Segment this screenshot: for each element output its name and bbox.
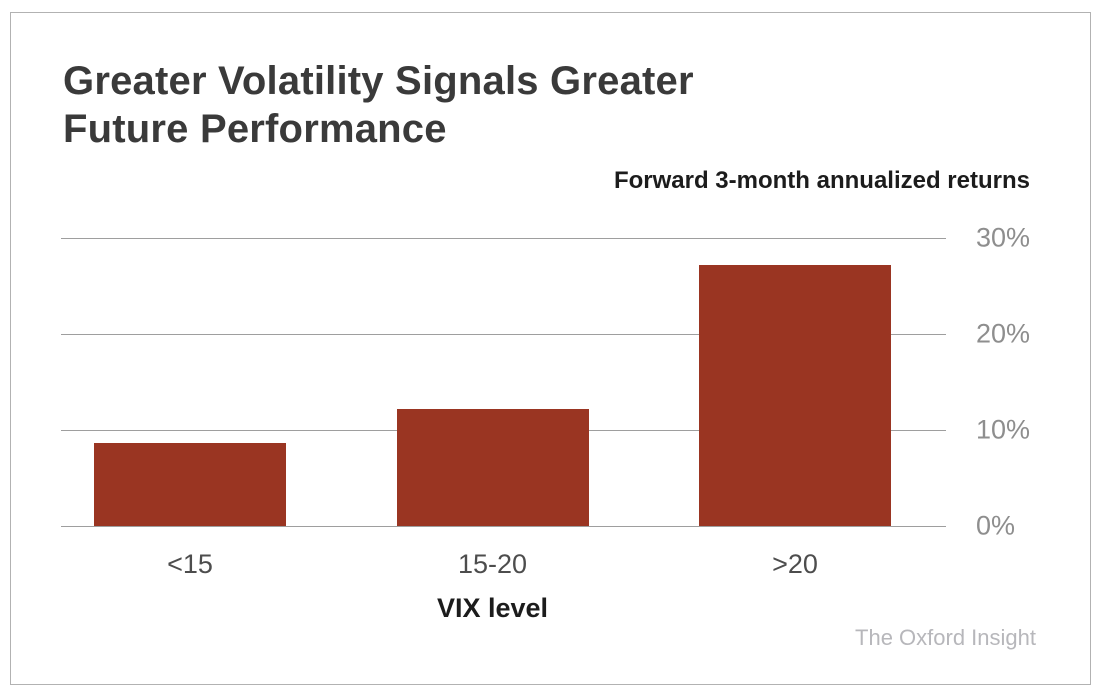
x-tick-label->20: >20: [772, 549, 818, 579]
chart-subtitle: Forward 3-month annualized returns: [613, 167, 1030, 194]
chart-title-line-2: Future Performance: [63, 107, 447, 151]
chart-card: Greater Volatility Signals Greater Futur…: [10, 12, 1091, 685]
y-tick-label-0: 0%: [976, 510, 1016, 541]
gridline-20: [61, 334, 946, 335]
chart-title: Greater Volatility Signals Greater Futur…: [63, 57, 694, 153]
gridline-0: [61, 526, 946, 527]
y-tick-label-20: 20%: [976, 318, 1031, 349]
chart-title-line-1: Greater Volatility Signals Greater: [63, 59, 694, 103]
watermark-credit: The Oxford Insight: [855, 625, 1036, 650]
x-tick-label-15-20: 15-20: [457, 549, 528, 579]
bar-15-20: [396, 408, 589, 526]
x-tick-label-<15: <15: [167, 549, 213, 579]
x-axis-title: VIX level: [436, 593, 549, 623]
bar->20: [699, 264, 891, 526]
bar-<15: [94, 443, 286, 526]
y-tick-label-30: 30%: [976, 222, 1031, 253]
y-tick-label-10: 10%: [976, 414, 1031, 445]
gridline-30: [61, 238, 946, 239]
plot-area: 0% 10% 20% 30%: [61, 223, 1030, 541]
